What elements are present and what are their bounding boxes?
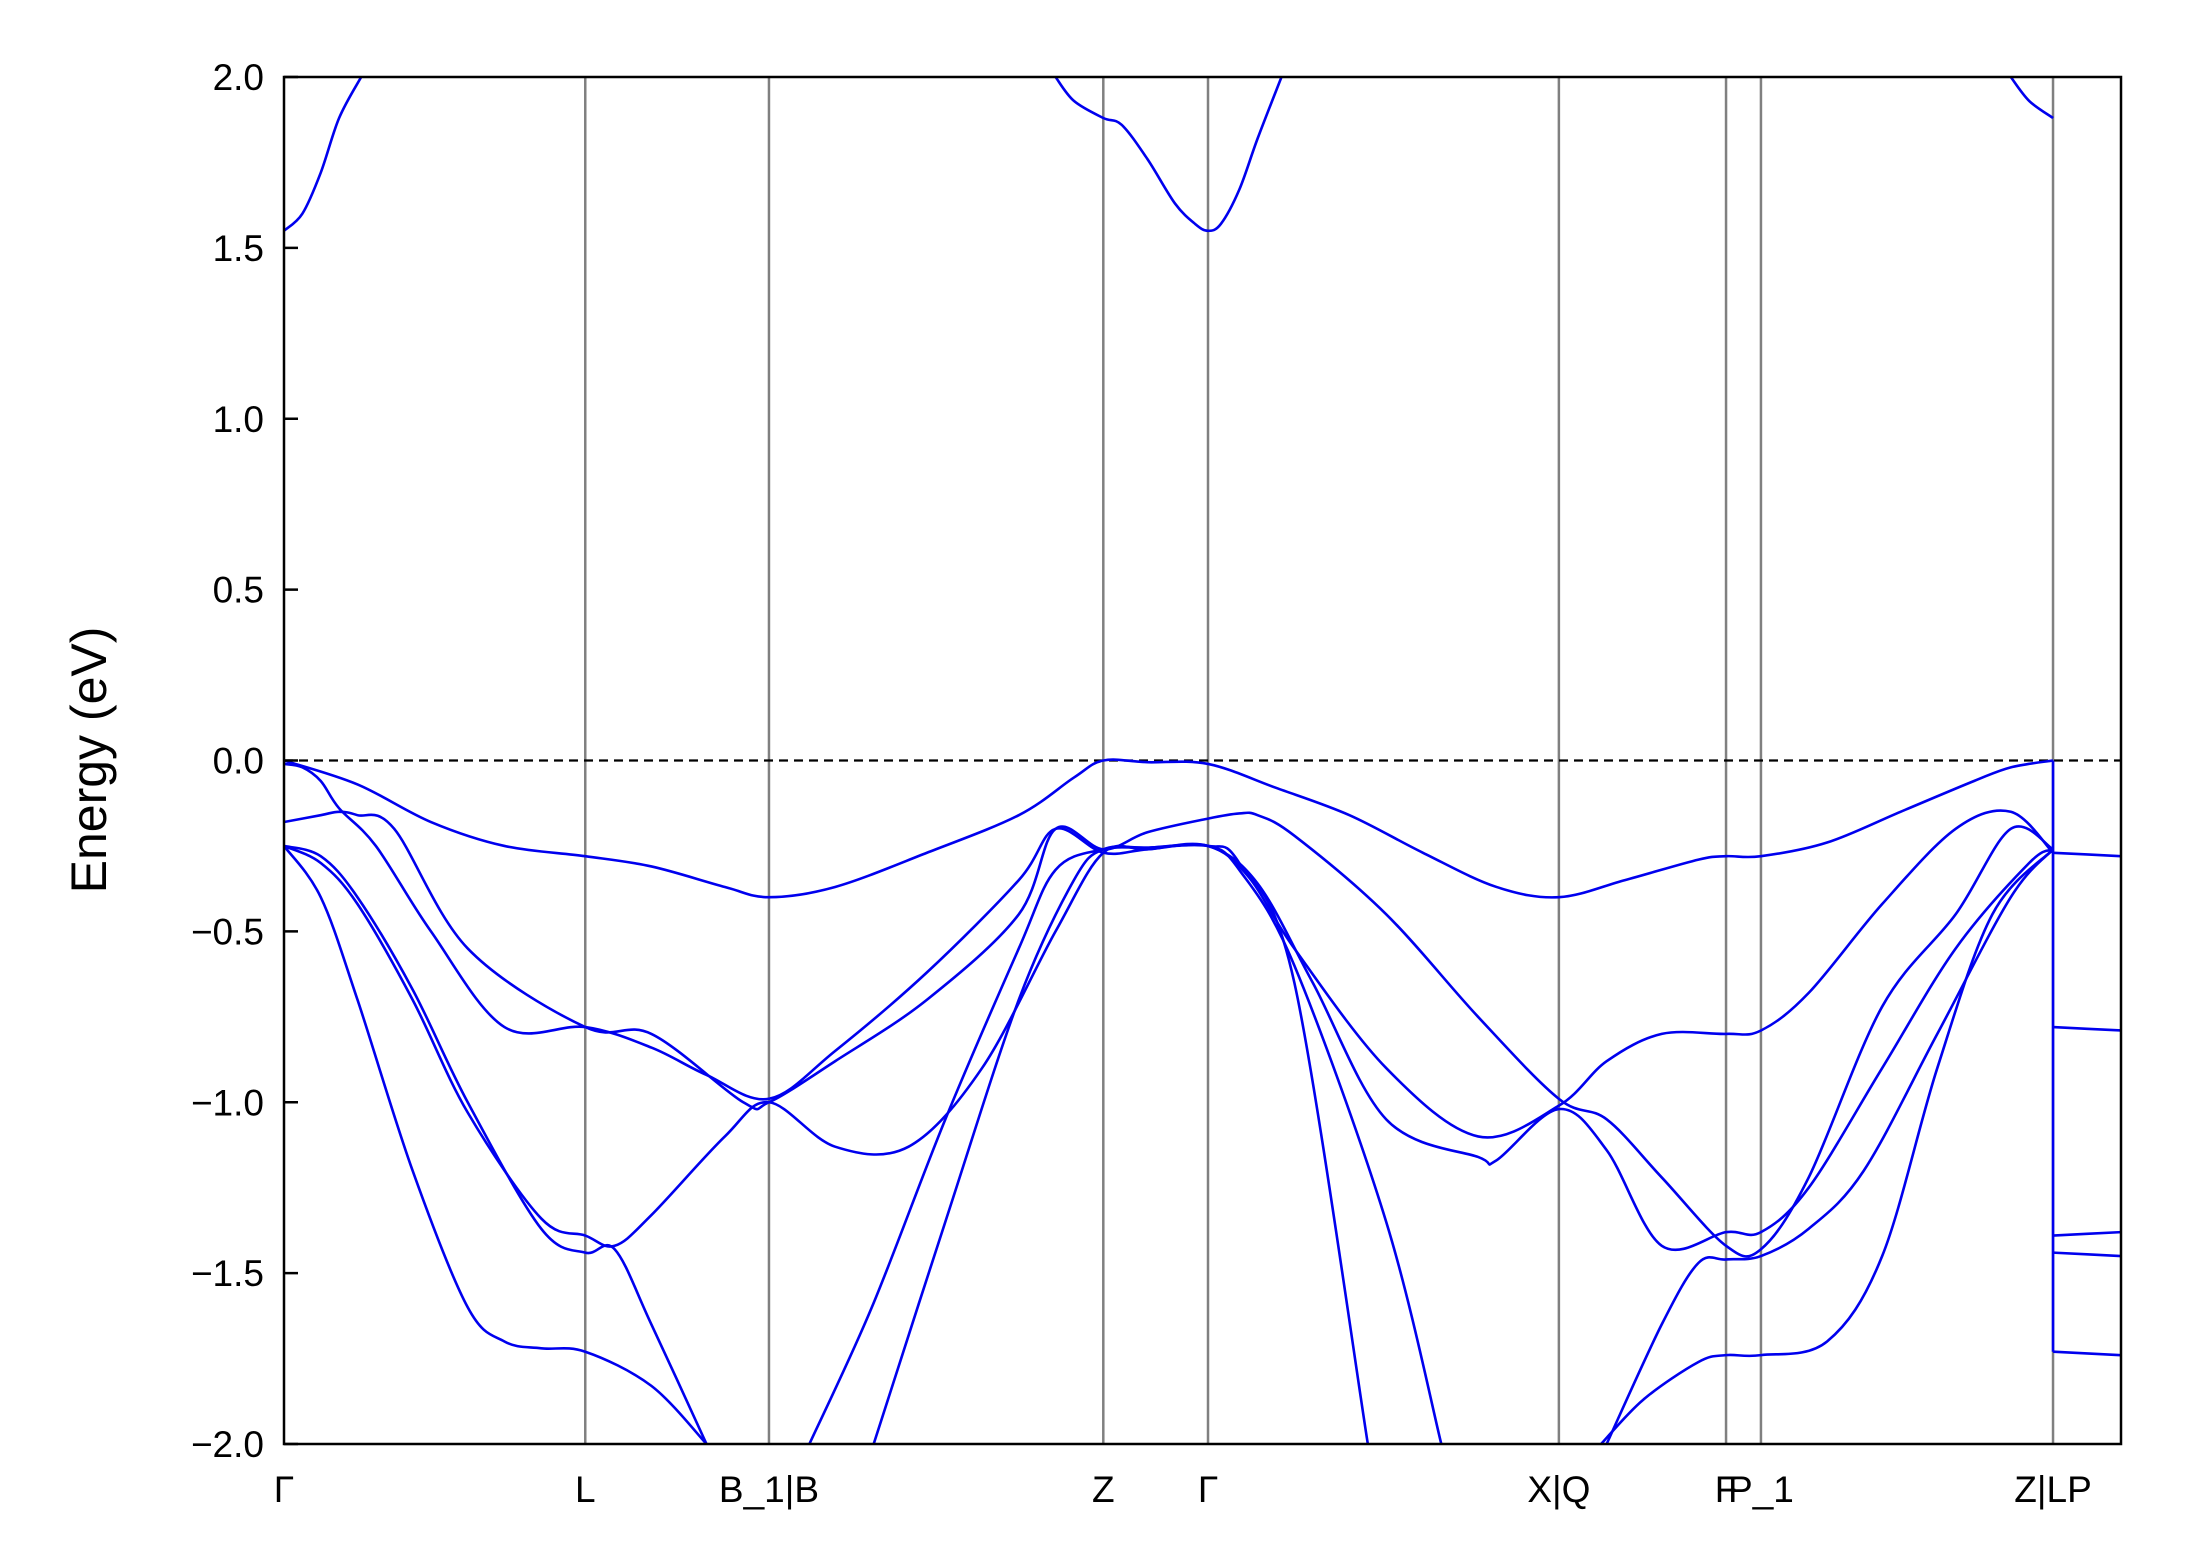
- band-line: [284, 77, 363, 232]
- y-axis-label: Energy (eV): [61, 627, 117, 894]
- bands: [284, 77, 2121, 1444]
- band-line: [872, 843, 1370, 1444]
- band-line: [284, 762, 2054, 1139]
- x-tick-label: B_1|B: [719, 1469, 819, 1510]
- band-line: [808, 843, 1443, 1444]
- x-tick-label: Z: [1092, 1469, 1115, 1510]
- y-tick-label: −0.5: [191, 911, 264, 952]
- y-axis-ticks: 2.0 1.5 1.0 0.5 0.0 −0.5 −1.0 −1.5 −2.0: [191, 57, 298, 1465]
- band-line: [284, 845, 708, 1444]
- band-line: [1054, 77, 1283, 233]
- y-tick-label: 2.0: [213, 57, 264, 98]
- x-axis-ticks: Γ L B_1|B Z Γ X|Q FP_1 Z|LP: [274, 1469, 2092, 1510]
- x-tick-label: Γ: [1198, 1469, 1218, 1510]
- band-line: [2052, 1251, 2121, 1258]
- band-line: [2052, 1025, 2121, 1032]
- y-tick-label: −1.0: [191, 1082, 264, 1123]
- y-tick-label: −1.5: [191, 1253, 264, 1294]
- x-tick-label: P_1: [1728, 1469, 1794, 1510]
- band-line: [1600, 848, 2054, 1444]
- band-line: [284, 810, 2054, 1258]
- band-line: [2009, 77, 2054, 120]
- x-tick-label: Γ: [274, 1469, 294, 1510]
- band-line: [284, 844, 708, 1444]
- x-tick-label: X|Q: [1527, 1469, 1590, 1510]
- band-line: [2052, 1350, 2121, 1357]
- band-line: [284, 758, 2054, 899]
- y-tick-label: 0.0: [213, 741, 264, 782]
- band-line: [1605, 848, 2055, 1444]
- x-tick-label: L: [575, 1469, 596, 1510]
- y-tick-label: 0.5: [213, 570, 264, 611]
- x-tick-label: F: [1715, 1469, 1738, 1510]
- band-line: [284, 842, 2054, 1252]
- band-line: [2052, 851, 2121, 858]
- y-tick-label: 1.5: [213, 228, 264, 269]
- y-tick-label: 1.0: [213, 399, 264, 440]
- band-line: [2052, 1230, 2121, 1237]
- x-tick-label: Z|LP: [2014, 1469, 2091, 1510]
- y-tick-label: −2.0: [191, 1424, 264, 1465]
